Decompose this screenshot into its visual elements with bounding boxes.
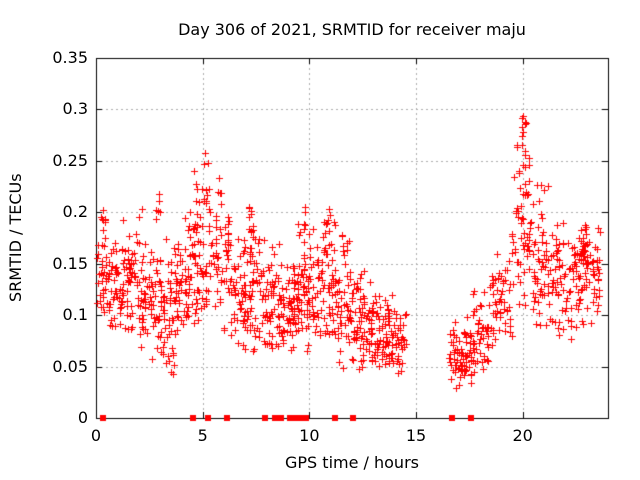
y-tick-label: 0.25 bbox=[52, 150, 88, 170]
x-tick-label: 10 bbox=[299, 426, 320, 445]
x-axis-label: GPS time / hours bbox=[285, 453, 419, 472]
x-tick-label: 5 bbox=[197, 426, 208, 445]
y-tick-label: 0.15 bbox=[52, 253, 88, 273]
y-tick-label: 0.3 bbox=[62, 99, 88, 119]
y-tick-label: 0.2 bbox=[62, 202, 88, 222]
y-tick-label: 0 bbox=[77, 408, 88, 427]
x-tick-label: 20 bbox=[512, 426, 533, 445]
y-tick-label: 0.1 bbox=[62, 305, 88, 325]
x-tick-label: 0 bbox=[90, 426, 102, 445]
x-tick-label: 15 bbox=[405, 426, 427, 445]
y-tick-label: 0.05 bbox=[52, 356, 88, 376]
y-tick-label: 0.35 bbox=[52, 48, 88, 67]
